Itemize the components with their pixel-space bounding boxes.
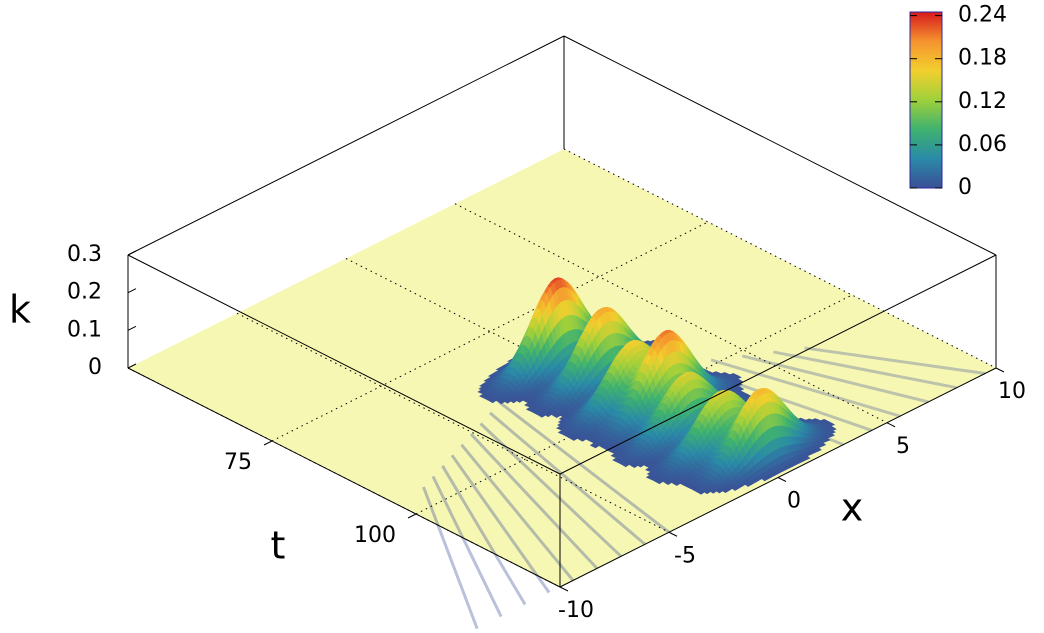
floor-streak xyxy=(460,443,575,582)
grid-line xyxy=(454,203,888,424)
box-edge xyxy=(127,254,561,475)
x-axis-label: x xyxy=(841,486,864,530)
z-tick xyxy=(127,288,137,294)
surface-patch xyxy=(538,413,547,418)
colorbar-tick-label: 0.06 xyxy=(958,132,1007,157)
colorbar-tick-label: 0 xyxy=(958,175,972,200)
x-tick-label: 10 xyxy=(998,379,1026,404)
y-tick xyxy=(407,513,417,519)
surface-patch xyxy=(489,398,497,404)
z-tick-label: 0.3 xyxy=(67,242,102,267)
z-tick-label: 0 xyxy=(88,355,102,380)
colorbar-tick-label: 0.12 xyxy=(958,89,1007,114)
x-tick xyxy=(777,477,787,482)
floor-streak xyxy=(498,401,670,534)
surface-patch xyxy=(673,481,681,486)
floor-streak xyxy=(469,433,599,570)
surface-patch xyxy=(703,489,712,495)
floor-streak xyxy=(773,350,958,390)
y-tick-label: 100 xyxy=(354,523,396,548)
surface-patch xyxy=(664,480,673,486)
surface-patch xyxy=(710,488,718,494)
x-tick-label: -5 xyxy=(674,543,696,568)
grid-line xyxy=(236,312,670,533)
surface-patch xyxy=(722,488,730,494)
floor-streak xyxy=(741,354,929,404)
surface-patch xyxy=(656,479,664,485)
x-tick xyxy=(886,422,896,428)
surface-patch xyxy=(761,476,769,482)
z-tick-label: 0.2 xyxy=(67,280,102,305)
z-tick xyxy=(127,250,137,256)
grid-line xyxy=(563,148,997,369)
box-edge xyxy=(127,367,561,588)
colorbar-tick-label: 0.24 xyxy=(958,3,1007,28)
surface-patch xyxy=(579,437,587,442)
box-edge xyxy=(559,254,997,475)
x-tick-label: 0 xyxy=(787,489,801,514)
surface-patch xyxy=(553,413,561,418)
y-axis-label: t xyxy=(271,524,286,568)
x-tick xyxy=(995,367,1005,373)
surface-layer xyxy=(477,277,837,495)
surface-patch xyxy=(631,463,639,469)
z-axis-label: k xyxy=(9,288,31,332)
surface-patch xyxy=(637,462,645,468)
z-tick xyxy=(127,325,137,331)
surface-patch xyxy=(622,462,630,468)
x-tick xyxy=(559,586,569,592)
surface-patch xyxy=(504,398,512,404)
floor-streak xyxy=(450,454,551,594)
x-tick-label: 5 xyxy=(896,434,910,459)
z-tick xyxy=(127,363,137,369)
surface-patch xyxy=(516,398,524,403)
front-layer: -10 -5 0 5 10 75 100 0 0.1 0.2 0.3 xyxy=(67,242,1026,623)
surface-patch xyxy=(510,398,518,404)
surface-patch xyxy=(544,412,553,418)
box-edge xyxy=(127,35,565,256)
surface-patch xyxy=(731,485,739,491)
floor-streak xyxy=(441,465,527,606)
surface-patch xyxy=(744,481,752,487)
floor-streak xyxy=(422,486,479,630)
colorbar-tick-label: 0.18 xyxy=(958,46,1007,71)
x-tick-label: -10 xyxy=(558,598,594,623)
floor-streak xyxy=(489,411,646,546)
surface-patch xyxy=(716,488,724,494)
surface-patch xyxy=(592,443,600,449)
floor-streak xyxy=(431,475,503,618)
x-tick xyxy=(668,531,678,537)
floor-streak xyxy=(710,358,901,418)
surface-patch xyxy=(697,490,706,495)
y-tick xyxy=(263,440,273,446)
colorbar xyxy=(909,11,943,189)
z-tick-label: 0.1 xyxy=(67,317,102,342)
surface-patch xyxy=(570,436,578,441)
box-edge xyxy=(563,35,997,256)
floor-streak xyxy=(804,346,986,375)
y-tick-label: 75 xyxy=(224,450,252,475)
surface-patch xyxy=(498,399,506,405)
